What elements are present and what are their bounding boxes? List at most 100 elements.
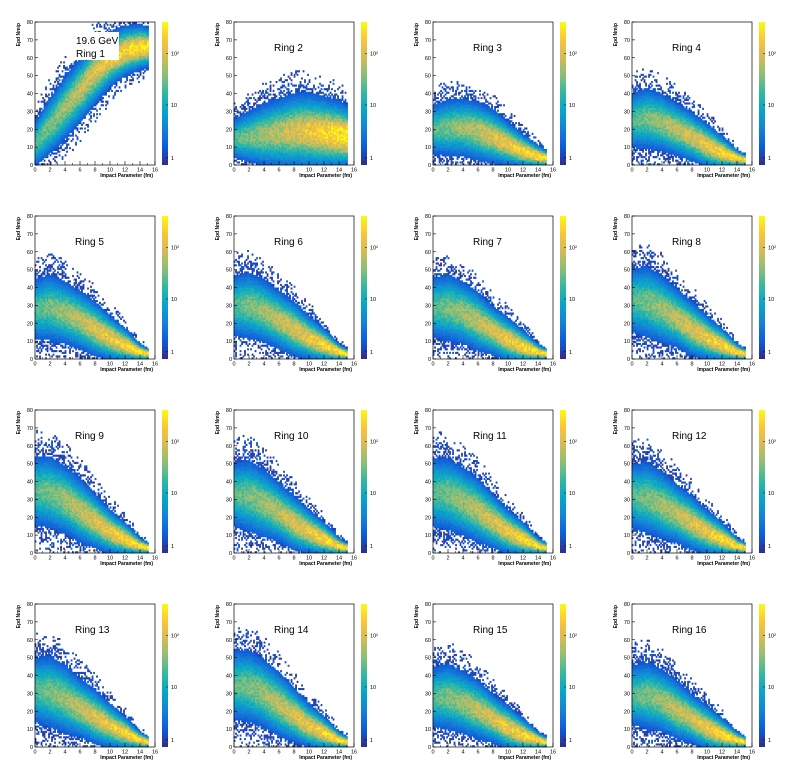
heatmap-cell [63, 107, 65, 110]
heatmap-cell [66, 123, 68, 126]
heatmap-cell [36, 122, 38, 125]
heatmap-cell [112, 97, 115, 100]
heatmap-cell [52, 116, 55, 119]
heatmap-cell [287, 84, 290, 87]
heatmap-cell [55, 93, 58, 96]
energy-label: 19.6 GeV [76, 36, 119, 47]
heatmap-cell [138, 80, 140, 84]
heatmap-cell [43, 127, 46, 130]
heatmap-cell [42, 139, 44, 143]
heatmap-cell [39, 134, 41, 137]
heatmap-cell [52, 136, 55, 139]
heatmap-cell [51, 114, 53, 118]
heatmap-cell [70, 116, 73, 119]
heatmap-cell [70, 100, 73, 103]
heatmap-cell [40, 129, 43, 132]
heatmap-cell [67, 114, 70, 118]
heatmap-cell [57, 93, 59, 96]
heatmap-cell [60, 102, 62, 105]
heatmap-cell [39, 139, 41, 143]
heatmap-cell [45, 116, 47, 119]
heatmap-cell [58, 109, 61, 112]
heatmap-cell [66, 134, 68, 137]
heatmap-cell [55, 97, 58, 100]
heatmap-cell [48, 143, 50, 146]
heatmap-cell [55, 131, 58, 134]
heatmap-cell [66, 88, 68, 91]
heatmap-cell [147, 39, 149, 42]
heatmap-cell [37, 161, 40, 164]
heatmap-cell [57, 123, 59, 126]
heatmap-cell [272, 89, 275, 93]
heatmap-cell [311, 88, 314, 91]
heatmap-cell [63, 148, 65, 151]
heatmap-cell [43, 122, 46, 125]
heatmap-cell [66, 86, 68, 89]
heatmap-cell [58, 113, 61, 116]
heatmap-cell [69, 64, 71, 67]
heatmap-cell [40, 132, 43, 135]
heatmap-cell [67, 111, 70, 114]
heatmap-cell [66, 89, 68, 93]
heatmap-cell [141, 23, 143, 26]
heatmap-cell [67, 98, 70, 101]
heatmap-cell [39, 129, 41, 132]
heatmap-cell [253, 104, 255, 107]
heatmap-cell [60, 86, 62, 89]
heatmap-cell [60, 61, 62, 64]
heatmap-cell [311, 91, 314, 94]
heatmap-cell [244, 109, 246, 112]
heatmap-cell [305, 86, 308, 89]
heatmap-cell [60, 89, 62, 93]
heatmap-cell [133, 73, 136, 76]
heatmap-cell [313, 84, 315, 87]
heatmap-cell [63, 127, 65, 130]
heatmap-cell [55, 79, 58, 82]
heatmap-cell [287, 89, 290, 93]
heatmap-cell [39, 122, 41, 125]
heatmap-cells [233, 70, 348, 166]
heatmap-cell [55, 125, 58, 128]
heatmap-cell [115, 84, 118, 87]
heatmap-cell [36, 134, 38, 137]
heatmap-cell [66, 145, 68, 148]
heatmap-cell [45, 143, 47, 146]
heatmap-cell [49, 120, 52, 123]
heatmap-cell [52, 134, 55, 137]
heatmap-cell [34, 118, 37, 121]
heatmap-cell [51, 118, 53, 121]
heatmap-cell [43, 111, 46, 114]
heatmap-cell [290, 79, 293, 82]
heatmap-cell [263, 100, 266, 103]
heatmap-cell [58, 132, 61, 135]
heatmap-cell [61, 136, 64, 139]
heatmap-cell [60, 114, 62, 118]
heatmap-cell [52, 143, 55, 146]
heatmap-cell [64, 104, 67, 107]
heatmap-cell [49, 147, 52, 150]
heatmap-cell [63, 118, 65, 121]
heatmap-cell [265, 82, 267, 85]
heatmap-cell [69, 113, 71, 116]
heatmap-cell [63, 134, 65, 137]
heatmap-cell [37, 132, 40, 135]
heatmap-cell [69, 100, 71, 103]
heatmap-cell [57, 95, 59, 98]
heatmap-cell [88, 109, 91, 112]
heatmap-cell [34, 125, 37, 128]
heatmap-cell [60, 138, 62, 141]
heatmap-cell [266, 95, 269, 98]
heatmap-cell [64, 77, 67, 80]
heatmap-cell [34, 150, 37, 153]
heatmap-cell [57, 125, 59, 128]
heatmap-cell [63, 138, 65, 141]
heatmap-cell [307, 82, 309, 85]
heatmap-cell [46, 116, 49, 119]
z-tick-label: 10 [171, 103, 177, 109]
color-scale-bar [162, 22, 168, 165]
heatmap-cell [37, 125, 40, 128]
heatmap-cell [58, 138, 61, 141]
y-tick-label: 20 [27, 127, 33, 133]
heatmap-cell [290, 73, 293, 76]
